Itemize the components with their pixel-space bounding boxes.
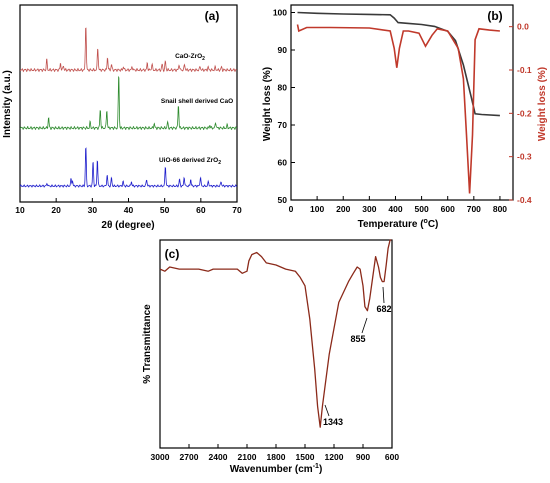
panel-a-series-label-cao-zro2: CaO-ZrO2 bbox=[175, 53, 205, 62]
x-tick-label: 20 bbox=[51, 205, 61, 215]
y-tick-label-left: 60 bbox=[278, 158, 288, 168]
y-tick-label-right: -0.1 bbox=[517, 65, 532, 75]
panel-a-y-axis-label: Intensity (a.u.) bbox=[2, 70, 13, 138]
x-tick-label: 30 bbox=[88, 205, 98, 215]
y-tick-label-right: -0.3 bbox=[517, 152, 532, 162]
x-tick-label: 700 bbox=[467, 204, 481, 214]
panel-a-series-label-snail-cao: Snail shell derived CaO bbox=[161, 98, 233, 105]
dtg-series-line bbox=[296, 24, 500, 194]
x-tick-label: 1500 bbox=[296, 452, 315, 462]
x-tick-label: 2700 bbox=[180, 452, 199, 462]
x-tick-label: 600 bbox=[441, 204, 455, 214]
panel-a: 10 20 30 40 50 60 70 (a) CaO-ZrO2 Snail shell … bbox=[2, 4, 242, 231]
panel-a-x-axis-label: 2θ (degree) bbox=[101, 220, 154, 231]
x-tick-label: 60 bbox=[196, 205, 206, 215]
y-tick-label-right: -0.4 bbox=[517, 195, 532, 205]
panel-b-x-axis-label: Temperature (oC) bbox=[358, 218, 439, 230]
x-tick-label: 1800 bbox=[267, 452, 286, 462]
panel-b-y-axis-label-right: Weight loss (%) bbox=[537, 67, 548, 141]
panel-c: 3000 2700 2400 2100 1800 1500 1200 900 600 (c) 1… bbox=[142, 239, 399, 475]
y-tick-label-left: 100 bbox=[273, 8, 287, 18]
y-tick-label-right: -0.2 bbox=[517, 108, 532, 118]
y-tick-label-left: 80 bbox=[278, 83, 288, 93]
x-tick-label: 200 bbox=[336, 204, 350, 214]
y-tick-label-left: 50 bbox=[278, 195, 288, 205]
peak-label-855: 855 bbox=[350, 334, 365, 344]
panel-c-y-axis-label: % Transmittance bbox=[142, 304, 153, 384]
peak-marker-855 bbox=[361, 317, 368, 334]
x-tick-label: 70 bbox=[232, 205, 242, 215]
xrd-series-line-1 bbox=[19, 27, 237, 73]
panel-b-frame bbox=[290, 4, 514, 201]
panel-a-x-ticks: 10 20 30 40 50 60 70 bbox=[15, 198, 242, 215]
peak-label-682: 682 bbox=[376, 304, 391, 314]
peak-marker-1343 bbox=[324, 404, 330, 417]
panel-c-series-group bbox=[159, 239, 392, 428]
panel-b-series-group bbox=[296, 11, 500, 194]
x-tick-label: 600 bbox=[385, 452, 399, 462]
panel-c-x-ticks: 3000 2700 2400 2100 1800 1500 1200 900 600 bbox=[151, 444, 399, 462]
x-tick-label: 500 bbox=[414, 204, 428, 214]
xrd-series-line-2 bbox=[19, 75, 238, 131]
y-tick-label-left: 70 bbox=[278, 120, 288, 130]
x-tick-label: 1200 bbox=[325, 452, 344, 462]
x-tick-label: 50 bbox=[160, 205, 170, 215]
x-tick-label: 300 bbox=[362, 204, 376, 214]
x-tick-label: 0 bbox=[289, 204, 294, 214]
x-tick-label: 40 bbox=[124, 205, 134, 215]
x-tick-label: 2400 bbox=[209, 452, 228, 462]
panel-a-series-label-uio66-zro2: UiO-66 derived ZrO2 bbox=[159, 157, 221, 166]
panel-b-letter: (b) bbox=[487, 9, 502, 23]
x-tick-label: 400 bbox=[388, 204, 402, 214]
x-tick-label: 800 bbox=[493, 204, 507, 214]
tga-series-line bbox=[297, 11, 500, 117]
xrd-series-line-3 bbox=[19, 147, 238, 188]
panel-b: 0 100 200 300 400 500 600 700 800 50 60 70 80 90 100 0.… bbox=[262, 4, 548, 230]
panel-b-ticks: 0 100 200 300 400 500 600 700 800 50 60 70 80 90 100 0.… bbox=[273, 8, 532, 215]
panel-c-x-axis-label: Wavenumber (cm-1) bbox=[230, 463, 323, 475]
y-tick-label-right: 0.0 bbox=[517, 22, 529, 32]
panel-c-frame bbox=[159, 239, 393, 449]
peak-label-1343: 1343 bbox=[323, 417, 343, 427]
x-tick-label: 2100 bbox=[238, 452, 257, 462]
x-tick-label: 900 bbox=[356, 452, 370, 462]
peak-marker-682 bbox=[382, 286, 385, 304]
panel-b-y-axis-label-left: Weight loss (%) bbox=[262, 67, 273, 141]
ftir-series-line bbox=[159, 239, 392, 428]
x-tick-label: 10 bbox=[15, 205, 25, 215]
panel-a-letter: (a) bbox=[205, 9, 220, 23]
x-tick-label: 3000 bbox=[151, 452, 170, 462]
y-tick-label-left: 90 bbox=[278, 45, 288, 55]
panel-a-series-group bbox=[19, 27, 238, 188]
panel-c-letter: (c) bbox=[165, 247, 180, 261]
x-tick-label: 100 bbox=[310, 204, 324, 214]
